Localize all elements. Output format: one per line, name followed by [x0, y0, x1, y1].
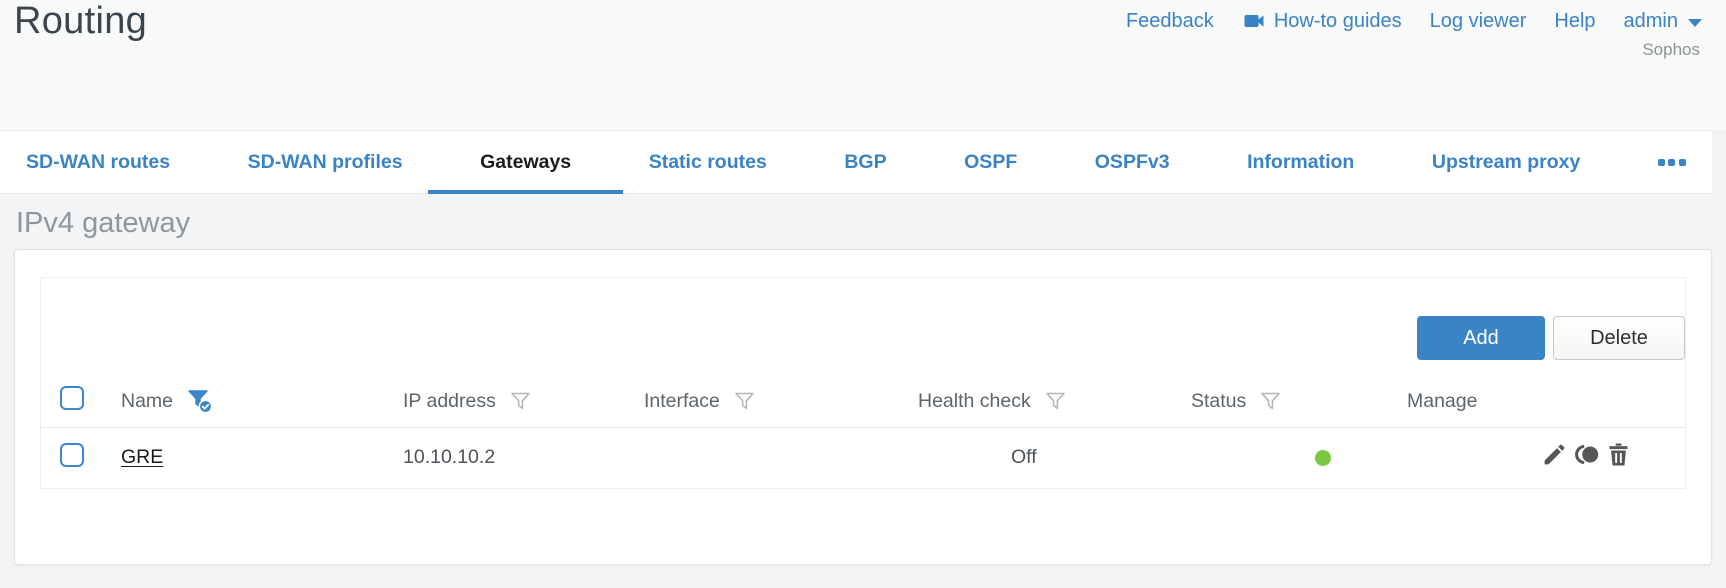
clone-icon[interactable]	[1573, 441, 1601, 468]
column-header-health-check: Health check	[918, 389, 1031, 412]
ellipsis-icon	[1657, 158, 1665, 166]
add-button[interactable]: Add	[1417, 316, 1545, 360]
column-header-status: Status	[1191, 389, 1247, 412]
video-camera-icon	[1242, 9, 1266, 33]
grid-toolbar: Add Delete	[41, 278, 1685, 376]
funnel-filter-icon[interactable]	[509, 390, 532, 413]
log-viewer-link[interactable]: Log viewer	[1429, 9, 1527, 32]
howto-guides-link[interactable]: How-to guides	[1242, 9, 1402, 33]
row-checkbox[interactable]	[60, 442, 84, 467]
page-header: Routing Feedback How-to guides Log viewe…	[0, 0, 1726, 130]
tab-sdwan-profiles[interactable]: SD-WAN profiles	[247, 150, 403, 173]
column-header-ip-address: IP address	[403, 389, 496, 412]
caret-down-icon	[1688, 18, 1702, 27]
admin-menu-button[interactable]: admin	[1624, 10, 1702, 33]
ipv4-gateway-card: Add Delete Name	[14, 249, 1712, 565]
main-content: IPv4 gateway Add Delete	[0, 194, 1726, 565]
funnel-filter-icon[interactable]	[1259, 390, 1282, 413]
section-title: IPv4 gateway	[16, 207, 191, 239]
manage-actions	[1541, 441, 1631, 468]
more-tabs-button[interactable]	[1657, 158, 1686, 166]
tab-information[interactable]: Information	[1247, 150, 1355, 173]
cell-health-check: Off	[1011, 446, 1037, 469]
top-nav: Feedback How-to guides Log viewer Help a…	[1126, 9, 1702, 33]
gateway-name-link[interactable]: GRE	[121, 446, 164, 469]
column-header-name: Name	[121, 389, 174, 412]
page-title: Routing	[14, 0, 148, 42]
column-header-interface: Interface	[644, 389, 720, 412]
tab-static-routes[interactable]: Static routes	[648, 150, 767, 173]
gateway-grid: Add Delete Name	[40, 277, 1686, 489]
delete-button[interactable]: Delete	[1553, 316, 1685, 360]
funnel-filter-active-icon[interactable]	[186, 388, 215, 415]
table-header-row: Name IP address	[41, 376, 1685, 428]
cell-ip-address: 10.10.10.2	[403, 446, 496, 469]
tab-gateways[interactable]: Gateways	[428, 150, 624, 194]
funnel-filter-icon[interactable]	[1044, 390, 1067, 413]
tab-sdwan-routes[interactable]: SD-WAN routes	[26, 150, 171, 173]
help-link[interactable]: Help	[1554, 9, 1596, 32]
account-name: Sophos	[1642, 40, 1700, 59]
tab-bgp[interactable]: BGP	[844, 150, 887, 173]
cell-interface	[644, 427, 918, 488]
table-row: GRE 10.10.10.2 Off	[41, 427, 1685, 488]
tab-upstream-proxy[interactable]: Upstream proxy	[1431, 150, 1581, 173]
routing-page: Routing Feedback How-to guides Log viewe…	[0, 0, 1726, 565]
status-dot	[1315, 450, 1331, 467]
select-all-checkbox[interactable]	[60, 386, 84, 411]
tab-bar: SD-WAN routes SD-WAN profiles Gateways S…	[0, 130, 1712, 194]
delete-icon[interactable]	[1606, 441, 1631, 468]
funnel-filter-icon[interactable]	[733, 390, 756, 413]
gateway-table: Name IP address	[41, 376, 1685, 488]
column-header-manage: Manage	[1407, 389, 1478, 412]
edit-icon[interactable]	[1541, 441, 1568, 468]
tab-ospf[interactable]: OSPF	[964, 150, 1018, 173]
tab-ospfv3[interactable]: OSPFv3	[1094, 150, 1170, 173]
feedback-link[interactable]: Feedback	[1125, 9, 1214, 32]
